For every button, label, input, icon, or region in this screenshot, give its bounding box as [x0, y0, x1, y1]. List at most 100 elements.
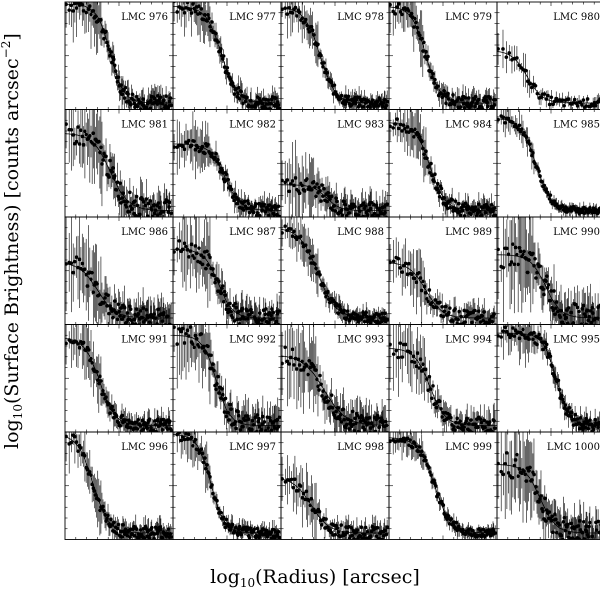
- data-point: [397, 127, 401, 131]
- data-point: [70, 4, 74, 8]
- data-point: [570, 411, 574, 415]
- data-point: [542, 293, 546, 297]
- data-point: [588, 326, 592, 330]
- data-point: [363, 428, 367, 432]
- data-point: [444, 101, 448, 105]
- panel-label: LMC 981: [121, 120, 168, 131]
- data-point: [537, 169, 541, 173]
- data-point: [129, 103, 133, 107]
- data-point: [492, 312, 496, 316]
- data-point: [366, 213, 370, 217]
- data-point: [277, 215, 281, 219]
- data-point: [330, 195, 334, 199]
- data-point: [287, 362, 291, 366]
- data-point: [122, 315, 126, 319]
- data-point: [164, 324, 168, 328]
- data-point: [550, 96, 554, 100]
- data-point: [557, 379, 561, 383]
- data-point: [342, 309, 346, 313]
- data-point: [378, 434, 382, 438]
- data-point: [237, 414, 241, 418]
- data-point: [217, 391, 221, 395]
- data-point: [353, 416, 357, 420]
- data-point: [286, 12, 290, 16]
- data-point: [121, 191, 125, 195]
- data-point: [155, 322, 159, 326]
- data-point: [133, 199, 137, 203]
- data-point: [244, 100, 248, 104]
- panel-label: LMC 985: [553, 120, 600, 131]
- data-point: [246, 432, 250, 436]
- data-point: [473, 309, 477, 313]
- data-point: [117, 303, 121, 307]
- data-point: [346, 208, 350, 212]
- data-point: [325, 71, 329, 75]
- data-point: [502, 116, 506, 120]
- data-point: [233, 420, 237, 424]
- panel-lmc-978: LMC 978: [280, 0, 389, 117]
- data-point: [340, 94, 344, 98]
- data-point: [352, 217, 356, 221]
- data-point: [399, 341, 403, 345]
- data-point: [319, 382, 323, 386]
- data-point: [550, 365, 554, 369]
- data-point: [118, 181, 122, 185]
- data-point: [518, 123, 522, 127]
- data-point: [125, 311, 129, 315]
- data-point: [321, 65, 325, 69]
- data-point: [587, 427, 591, 431]
- data-point: [254, 202, 258, 206]
- data-point: [71, 9, 75, 13]
- data-point: [488, 420, 492, 424]
- data-point: [197, 246, 201, 250]
- data-point: [569, 311, 573, 315]
- panel-label: LMC 990: [553, 227, 600, 238]
- data-point: [135, 195, 139, 199]
- data-point: [333, 83, 337, 87]
- data-point: [224, 397, 228, 401]
- data-point: [120, 196, 124, 200]
- data-point: [220, 387, 224, 391]
- panel-label: LMC 982: [229, 120, 276, 131]
- data-point: [245, 414, 249, 418]
- data-point: [436, 84, 440, 88]
- panel-plot-area: [388, 237, 497, 339]
- panel-label: LMC 983: [337, 120, 384, 131]
- data-point: [112, 58, 116, 62]
- data-point: [161, 219, 165, 223]
- data-point: [226, 72, 230, 76]
- data-point: [125, 205, 129, 209]
- data-point: [451, 93, 455, 97]
- data-point: [358, 209, 362, 213]
- data-point: [231, 316, 235, 320]
- data-point: [538, 264, 542, 268]
- data-point: [262, 434, 266, 438]
- data-point: [263, 317, 267, 321]
- data-point: [476, 426, 480, 430]
- data-point: [232, 84, 236, 88]
- data-point: [342, 418, 346, 422]
- data-point: [576, 417, 580, 421]
- data-point: [229, 407, 233, 411]
- data-point: [104, 30, 108, 34]
- data-point: [336, 406, 340, 410]
- data-point: [397, 2, 401, 6]
- data-point: [549, 193, 553, 197]
- data-point: [341, 407, 345, 411]
- data-point: [479, 417, 483, 421]
- panel-label: LMC 976: [121, 12, 168, 23]
- data-point: [473, 422, 477, 426]
- data-point: [454, 199, 458, 203]
- panel-lmc-993: LMC 993: [280, 313, 389, 455]
- data-point: [330, 81, 334, 85]
- data-point: [228, 302, 232, 306]
- data-point: [239, 90, 243, 94]
- data-point: [144, 197, 148, 201]
- data-point: [322, 61, 326, 65]
- data-point: [169, 96, 173, 100]
- data-point: [334, 410, 338, 414]
- panel-label: LMC 991: [121, 335, 168, 346]
- data-point: [70, 261, 74, 265]
- data-point: [113, 174, 117, 178]
